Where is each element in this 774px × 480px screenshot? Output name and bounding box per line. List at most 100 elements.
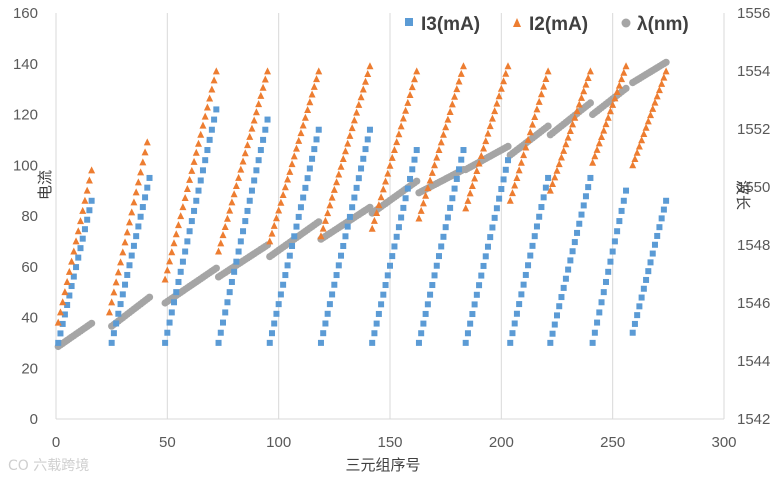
legend-label-lambda: λ(nm) bbox=[637, 14, 689, 35]
i2-point bbox=[208, 85, 216, 93]
lambda-point bbox=[622, 84, 630, 92]
y-right-tick-label: 1552 bbox=[737, 121, 770, 138]
i2-point bbox=[580, 87, 588, 95]
i2-point bbox=[373, 208, 381, 216]
i3-point bbox=[333, 272, 340, 279]
i3-point bbox=[415, 339, 422, 346]
i2-point bbox=[419, 199, 427, 207]
i3-point bbox=[482, 253, 489, 260]
i2-point bbox=[390, 146, 398, 154]
i2-point bbox=[557, 153, 565, 161]
i3-point bbox=[636, 303, 643, 310]
i3-point bbox=[355, 175, 362, 182]
i2-point bbox=[508, 189, 516, 197]
i3-point bbox=[476, 282, 483, 289]
i2-point bbox=[444, 115, 452, 123]
i3-point bbox=[418, 330, 425, 337]
i2-point bbox=[468, 181, 476, 189]
i2-point bbox=[453, 85, 461, 93]
i3-point bbox=[533, 223, 540, 230]
i2-point bbox=[68, 257, 76, 265]
y-left-tick-label: 20 bbox=[21, 360, 38, 377]
x-tick-label: 150 bbox=[377, 434, 402, 451]
i2-point bbox=[480, 144, 488, 152]
i3-point bbox=[126, 262, 133, 269]
i2-point bbox=[464, 196, 472, 204]
i2-point bbox=[210, 76, 218, 84]
i2-point bbox=[206, 94, 214, 102]
i2-point bbox=[448, 100, 456, 108]
i2-point bbox=[241, 149, 249, 157]
i3-point bbox=[658, 215, 665, 222]
i3-point bbox=[375, 310, 382, 317]
i3-point bbox=[171, 299, 178, 306]
i3-point bbox=[487, 234, 494, 241]
y-left-tick-label: 0 bbox=[30, 411, 38, 428]
i2-point bbox=[426, 176, 434, 184]
i2-point bbox=[473, 166, 481, 174]
y-left-tick-label: 120 bbox=[13, 107, 38, 124]
gridlines bbox=[166, 13, 725, 419]
i3-point bbox=[596, 309, 603, 316]
i2-point bbox=[319, 224, 327, 232]
i2-point bbox=[299, 121, 307, 129]
i3-point bbox=[353, 184, 360, 191]
y-left-tick-label: 160 bbox=[13, 5, 38, 22]
i2-point bbox=[190, 157, 198, 165]
i3-point bbox=[264, 116, 271, 123]
i3-point bbox=[130, 242, 137, 249]
i2-point bbox=[186, 175, 194, 183]
i2-point bbox=[313, 75, 321, 83]
i3-point bbox=[549, 330, 556, 337]
legend: I3(mA) I2(mA) λ(nm) bbox=[405, 14, 689, 35]
i2-point bbox=[529, 120, 537, 128]
i3-point bbox=[618, 207, 625, 214]
i2-point bbox=[555, 160, 563, 168]
i2-point bbox=[562, 140, 570, 148]
lambda-point bbox=[544, 122, 552, 130]
i3-point bbox=[293, 223, 300, 230]
i2-point bbox=[404, 98, 412, 106]
i3-point bbox=[435, 253, 442, 260]
i2-point bbox=[134, 178, 142, 186]
i3-point bbox=[525, 262, 532, 269]
i3-point bbox=[324, 310, 331, 317]
i2-point bbox=[653, 92, 661, 100]
i2-point bbox=[417, 206, 425, 214]
i3-point bbox=[400, 204, 407, 211]
i2-point bbox=[368, 224, 376, 232]
i3-point bbox=[215, 339, 222, 346]
i3-point bbox=[558, 294, 565, 301]
i3-point bbox=[520, 281, 527, 288]
i3-point bbox=[429, 282, 436, 289]
i3-point bbox=[433, 262, 440, 269]
i3-point bbox=[191, 207, 198, 214]
i3-point bbox=[382, 282, 389, 289]
i3-point bbox=[634, 312, 641, 319]
i2-point bbox=[188, 166, 196, 174]
i2-point bbox=[600, 126, 608, 134]
i2-point bbox=[475, 159, 483, 167]
i3-point bbox=[458, 156, 465, 163]
plot-area bbox=[54, 58, 670, 351]
i2-point bbox=[223, 214, 231, 222]
i3-point bbox=[378, 301, 385, 308]
i3-point bbox=[509, 330, 516, 337]
i3-point bbox=[638, 294, 645, 301]
i3-point bbox=[338, 252, 345, 259]
i3-point bbox=[496, 195, 503, 202]
i3-point bbox=[226, 289, 233, 296]
lambda-point bbox=[586, 99, 595, 107]
i3-point bbox=[220, 319, 226, 326]
i2-point bbox=[615, 81, 623, 89]
i2-point bbox=[279, 191, 287, 199]
i3-point bbox=[460, 147, 467, 154]
i3-point bbox=[484, 243, 491, 250]
i3-point bbox=[420, 320, 427, 327]
i2-point bbox=[635, 142, 643, 150]
i3-point bbox=[491, 214, 498, 221]
i2-point bbox=[123, 228, 131, 236]
lambda-point bbox=[212, 264, 220, 272]
i2-point bbox=[197, 130, 205, 138]
i2-point bbox=[520, 151, 528, 159]
